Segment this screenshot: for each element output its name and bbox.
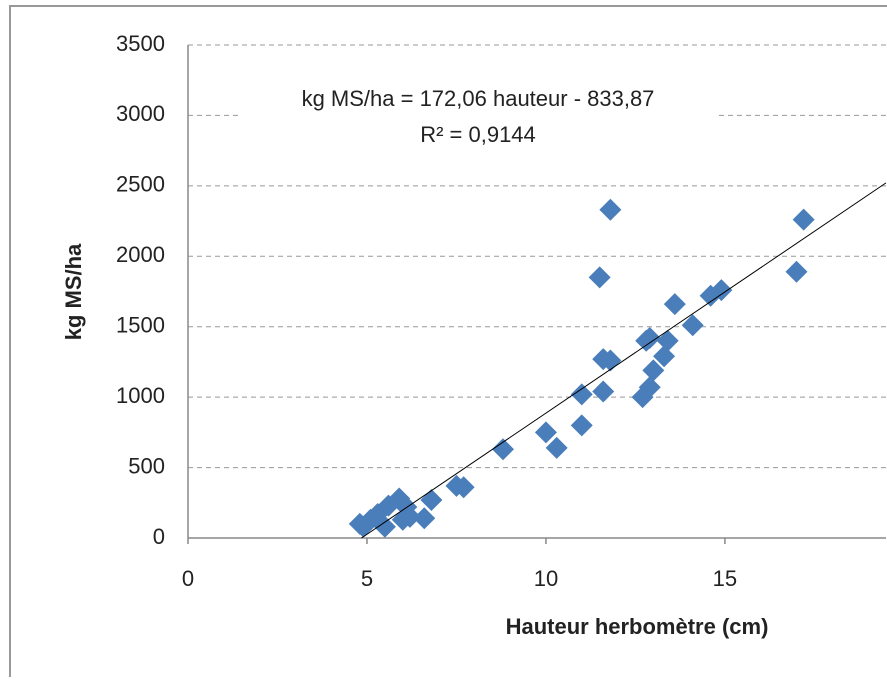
point	[592, 380, 615, 403]
point	[599, 198, 622, 221]
point	[570, 414, 593, 437]
y-tick-label: 3500	[116, 31, 165, 56]
point	[638, 326, 661, 349]
point	[373, 515, 396, 538]
point	[638, 376, 661, 399]
point	[656, 329, 679, 352]
point	[491, 438, 514, 461]
y-tick-label: 3000	[116, 101, 165, 126]
point	[663, 293, 686, 316]
point	[785, 260, 808, 283]
point	[545, 436, 568, 459]
point	[681, 314, 704, 337]
y-tick-label: 1000	[116, 383, 165, 408]
trendline	[361, 182, 887, 539]
y-tick-label: 500	[128, 453, 165, 478]
y-tick-label: 0	[153, 524, 165, 549]
x-tick-label: 0	[182, 566, 194, 591]
point	[792, 208, 815, 231]
equation-box	[242, 80, 716, 155]
point	[413, 507, 436, 530]
point	[398, 505, 421, 528]
x-tick-label: 15	[713, 566, 737, 591]
x-tick-label: 5	[361, 566, 373, 591]
point	[653, 345, 676, 368]
y-tick-label: 2500	[116, 172, 165, 197]
x-tick-label: 10	[534, 566, 558, 591]
y-axis-label: kg MS/ha	[61, 243, 86, 340]
point	[570, 383, 593, 406]
trendline-r2: R² = 0,9144	[420, 122, 536, 147]
point	[588, 266, 611, 289]
point	[452, 476, 475, 499]
y-tick-label: 2000	[116, 242, 165, 267]
point	[534, 421, 557, 444]
point	[642, 359, 665, 382]
point	[710, 279, 733, 302]
x-axis-label: Hauteur herbomètre (cm)	[506, 614, 769, 639]
y-tick-label: 1500	[116, 313, 165, 338]
trendline-equation: kg MS/ha = 172,06 hauteur - 833,87	[302, 86, 655, 111]
